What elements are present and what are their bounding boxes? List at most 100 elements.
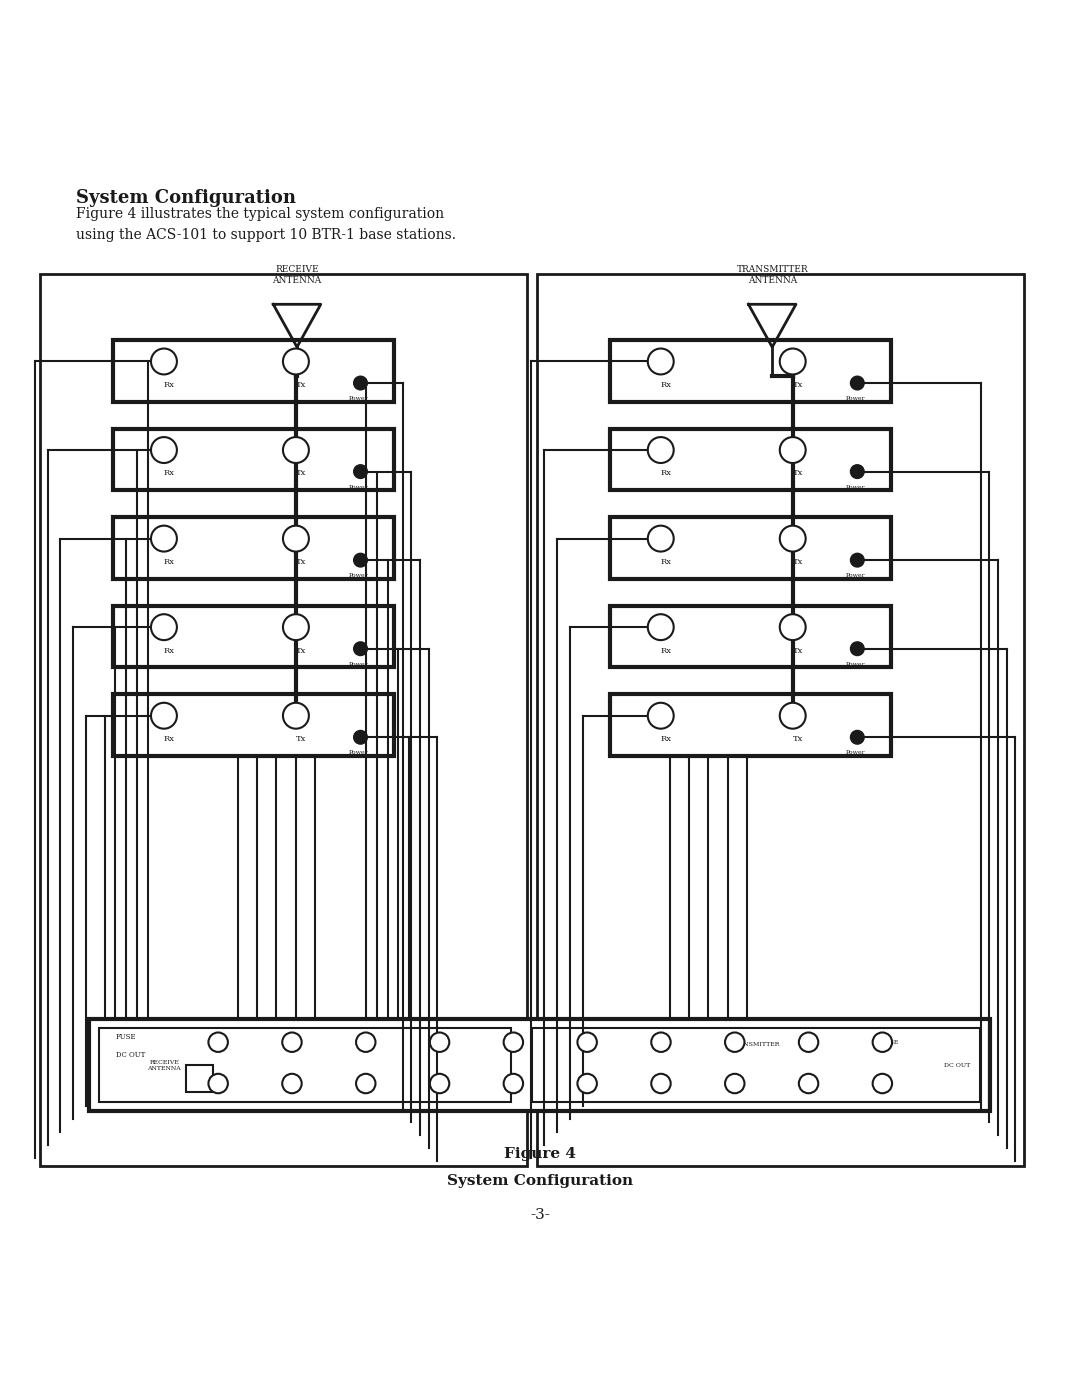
Circle shape xyxy=(799,1032,819,1052)
Text: DC OUT: DC OUT xyxy=(116,1052,145,1059)
Text: Rx: Rx xyxy=(164,469,175,478)
Circle shape xyxy=(725,1074,744,1094)
Circle shape xyxy=(283,348,309,374)
Bar xyxy=(537,274,1024,1166)
Circle shape xyxy=(356,1074,376,1094)
Circle shape xyxy=(873,1032,892,1052)
Circle shape xyxy=(780,703,806,729)
Circle shape xyxy=(503,1074,523,1094)
Text: Tx: Tx xyxy=(296,557,307,566)
Circle shape xyxy=(282,1074,301,1094)
Circle shape xyxy=(648,525,674,552)
Bar xyxy=(79,313,488,1127)
Bar xyxy=(113,694,394,756)
Text: Tx: Tx xyxy=(793,469,804,478)
Text: TRANSMITTER: TRANSMITTER xyxy=(731,1042,781,1048)
Text: Rx: Rx xyxy=(164,381,175,388)
Text: Figure 4 illustrates the typical system configuration
using the ACS-101 to suppo: Figure 4 illustrates the typical system … xyxy=(76,207,456,242)
Circle shape xyxy=(283,525,309,552)
Circle shape xyxy=(780,525,806,552)
Circle shape xyxy=(282,1032,301,1052)
Circle shape xyxy=(151,437,177,462)
Bar xyxy=(576,313,985,1127)
Text: Power: Power xyxy=(349,573,368,578)
Circle shape xyxy=(648,703,674,729)
Text: DC OUT: DC OUT xyxy=(944,1063,970,1067)
Circle shape xyxy=(151,703,177,729)
Circle shape xyxy=(648,437,674,462)
Circle shape xyxy=(648,615,674,640)
Text: Rx: Rx xyxy=(661,469,672,478)
Text: Power: Power xyxy=(846,573,865,578)
Bar xyxy=(563,300,998,1140)
Text: Power: Power xyxy=(846,662,865,666)
Bar xyxy=(53,286,514,1153)
Bar xyxy=(99,1028,511,1102)
Circle shape xyxy=(651,1074,671,1094)
Bar xyxy=(532,1028,980,1102)
Text: Rx: Rx xyxy=(661,735,672,743)
Text: Power: Power xyxy=(846,395,865,401)
Text: TRANSMITTER
ANTENNA: TRANSMITTER ANTENNA xyxy=(737,265,808,285)
Text: Power: Power xyxy=(349,395,368,401)
Circle shape xyxy=(354,553,367,567)
Text: Tx: Tx xyxy=(296,735,307,743)
Bar xyxy=(92,326,475,1115)
Text: Rx: Rx xyxy=(661,381,672,388)
Text: Power: Power xyxy=(349,662,368,666)
Circle shape xyxy=(851,731,864,743)
Circle shape xyxy=(851,377,864,390)
Bar xyxy=(550,286,1011,1153)
Text: Figure 4: Figure 4 xyxy=(504,1147,576,1161)
Circle shape xyxy=(503,1032,523,1052)
Bar xyxy=(113,429,394,490)
Bar xyxy=(610,606,891,668)
Text: Rx: Rx xyxy=(164,557,175,566)
Bar xyxy=(66,300,501,1140)
Bar xyxy=(113,517,394,578)
Bar xyxy=(113,606,394,668)
Text: Tx: Tx xyxy=(296,647,307,655)
Circle shape xyxy=(354,465,367,478)
Circle shape xyxy=(283,615,309,640)
Text: Power: Power xyxy=(349,750,368,756)
Circle shape xyxy=(151,525,177,552)
Circle shape xyxy=(430,1032,449,1052)
Circle shape xyxy=(780,615,806,640)
Bar xyxy=(610,694,891,756)
Text: Tx: Tx xyxy=(793,735,804,743)
Circle shape xyxy=(430,1074,449,1094)
Circle shape xyxy=(354,731,367,743)
Text: Tx: Tx xyxy=(793,647,804,655)
Bar xyxy=(89,1020,990,1111)
Bar xyxy=(186,1065,213,1091)
Text: Tx: Tx xyxy=(793,557,804,566)
Text: FUSE: FUSE xyxy=(881,1039,900,1045)
Text: Tx: Tx xyxy=(296,381,307,388)
Text: Power: Power xyxy=(846,485,865,489)
Bar xyxy=(610,429,891,490)
Circle shape xyxy=(151,615,177,640)
Circle shape xyxy=(851,553,864,567)
Text: System Configuration: System Configuration xyxy=(447,1175,633,1189)
Circle shape xyxy=(208,1032,228,1052)
Circle shape xyxy=(873,1074,892,1094)
Text: Rx: Rx xyxy=(661,557,672,566)
Circle shape xyxy=(356,1032,376,1052)
Circle shape xyxy=(648,348,674,374)
Text: Rx: Rx xyxy=(164,647,175,655)
Circle shape xyxy=(780,348,806,374)
Circle shape xyxy=(799,1074,819,1094)
Circle shape xyxy=(851,465,864,478)
Text: Tx: Tx xyxy=(296,469,307,478)
Bar xyxy=(610,339,891,401)
Text: FUSE: FUSE xyxy=(116,1032,136,1041)
Bar xyxy=(113,339,394,401)
Text: Rx: Rx xyxy=(164,735,175,743)
Bar xyxy=(610,517,891,578)
Circle shape xyxy=(578,1074,597,1094)
Text: RECEIVE
ANTENNA: RECEIVE ANTENNA xyxy=(147,1060,181,1070)
Text: Power: Power xyxy=(349,485,368,489)
Circle shape xyxy=(354,377,367,390)
Text: -3-: -3- xyxy=(530,1208,550,1222)
